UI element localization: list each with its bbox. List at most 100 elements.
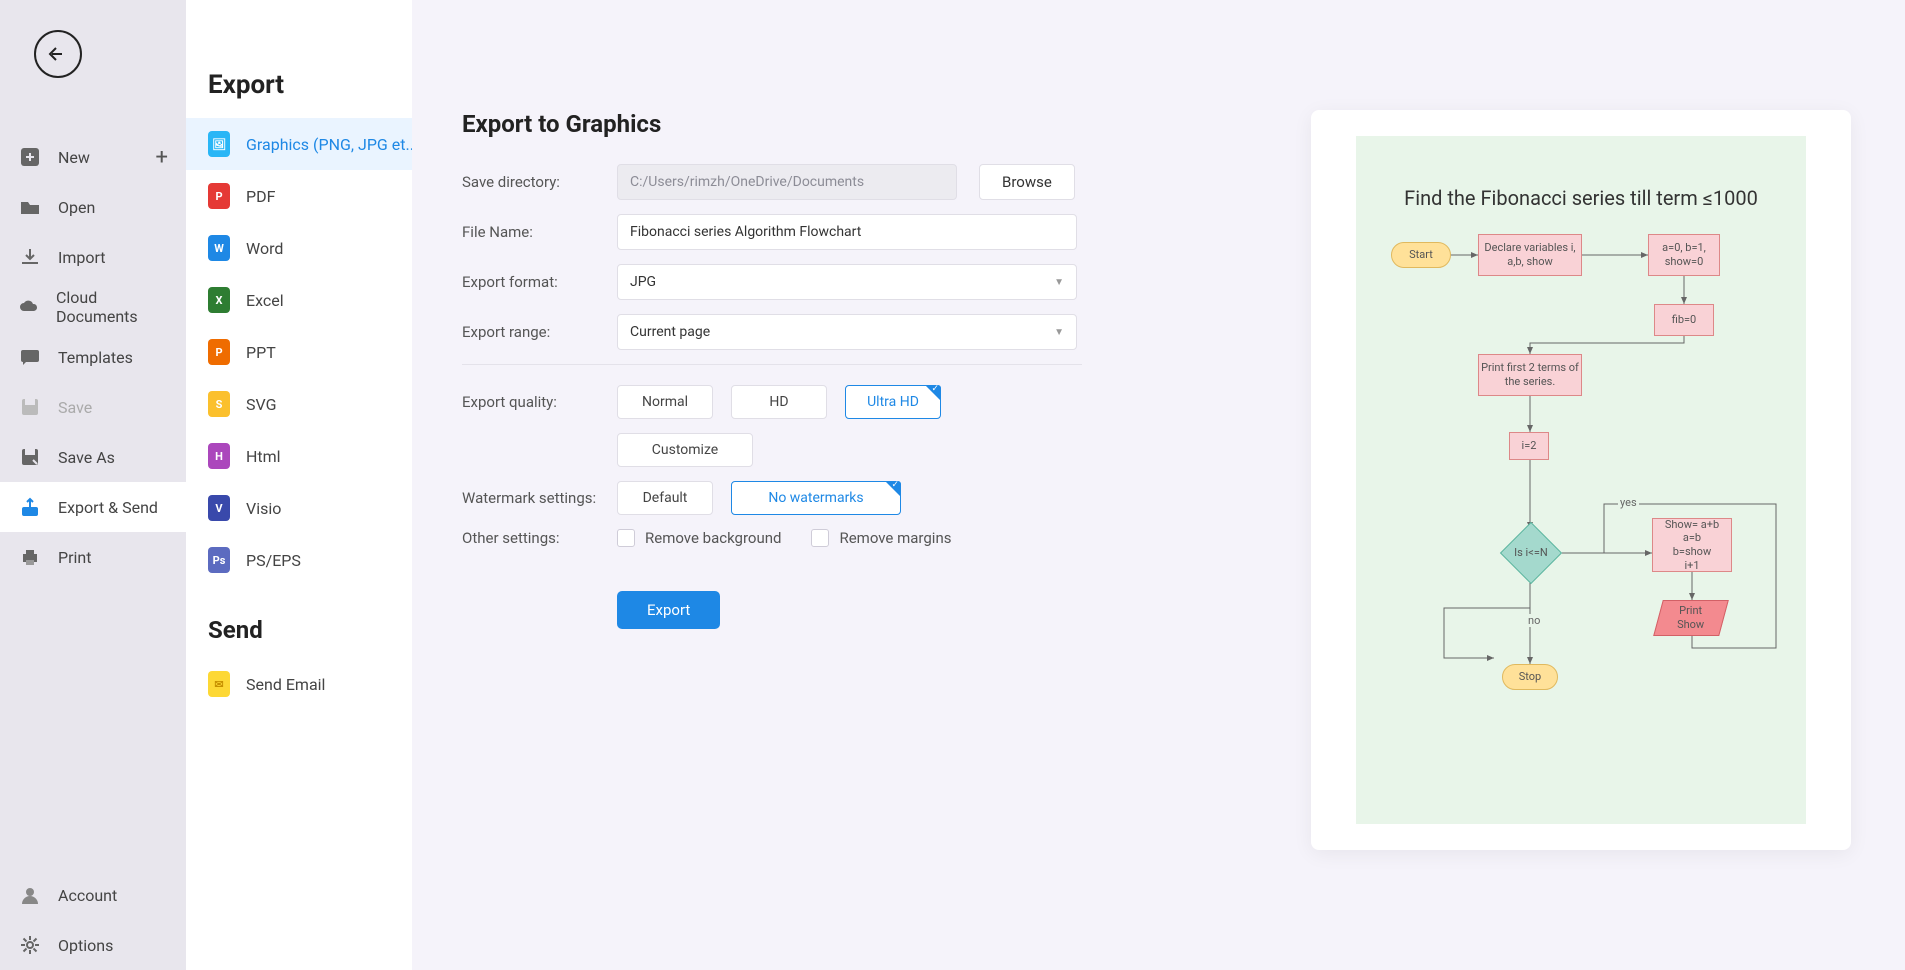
format-item-graphics[interactable]: 🖼 Graphics (PNG, JPG et... [186, 118, 412, 170]
edge-label-no: no [1526, 614, 1542, 627]
format-item-excel[interactable]: X Excel [186, 274, 412, 326]
menu-label: Print [58, 548, 91, 567]
file-name-label: File Name: [462, 223, 617, 241]
format-label: Html [246, 447, 281, 466]
flowchart-node-fib: fib=0 [1654, 304, 1714, 336]
menu-label: Save As [58, 448, 115, 467]
sidebar-item-templates[interactable]: Templates [0, 332, 186, 382]
divider [462, 364, 1082, 365]
export-range-label: Export range: [462, 323, 617, 341]
export-button[interactable]: Export [617, 591, 720, 629]
send-label: Send Email [246, 675, 325, 694]
user-icon [18, 883, 42, 907]
format-icon: P [208, 183, 230, 209]
menu-label: Templates [58, 348, 133, 367]
remove-background-checkbox[interactable]: Remove background [617, 529, 781, 547]
menu-label: Save [58, 398, 92, 417]
menu-label: Open [58, 198, 95, 217]
format-label: Graphics (PNG, JPG et... [246, 135, 412, 154]
preview-card: Find the Fibonacci series till term ≤100… [1311, 110, 1851, 850]
watermark-label: Watermark settings: [462, 489, 617, 507]
edge-label-yes: yes [1618, 496, 1639, 509]
flowchart-node-decl: Declare variables i,a,b, show [1478, 234, 1582, 276]
quality-normal[interactable]: Normal [617, 385, 713, 419]
format-icon: 🖼 [208, 131, 230, 157]
export-range-select[interactable]: Current page▼ [617, 314, 1077, 350]
chevron-down-icon: ▼ [1054, 277, 1064, 288]
format-icon: P [208, 339, 230, 365]
sidebar-item-options[interactable]: Options [0, 920, 186, 970]
primary-sidebar: New + Open Import Cloud Documents Templates Sa… [0, 0, 186, 970]
format-label: Excel [246, 291, 284, 310]
save-directory-input [617, 164, 957, 200]
format-label: PDF [246, 187, 275, 206]
menu-label: New [58, 148, 90, 167]
sidebar-item-print[interactable]: Print [0, 532, 186, 582]
export-quality-label: Export quality: [462, 393, 617, 411]
menu-label: Options [58, 936, 113, 955]
format-item-svg[interactable]: SSVG [186, 378, 412, 430]
export-format-select[interactable]: JPG▼ [617, 264, 1077, 300]
download-icon [18, 245, 42, 269]
format-icon: W [208, 235, 230, 261]
printer-icon [18, 545, 42, 569]
format-item-pdf[interactable]: P PDF [186, 170, 412, 222]
format-label: Word [246, 239, 283, 258]
sidebar-item-open[interactable]: Open [0, 182, 186, 232]
watermark-default[interactable]: Default [617, 481, 713, 515]
sidebar-item-save: Save [0, 382, 186, 432]
folder-icon [18, 195, 42, 219]
sidebar-item-new[interactable]: New + [0, 132, 186, 182]
mail-icon: ✉ [208, 671, 230, 697]
plus-icon[interactable]: + [156, 145, 168, 170]
format-icon: Ps [208, 547, 230, 573]
watermark-no-watermarks[interactable]: No watermarks [731, 481, 901, 515]
save-icon [18, 395, 42, 419]
export-header: Export [186, 0, 412, 118]
cloud-icon [18, 295, 40, 319]
format-icon: V [208, 495, 230, 521]
sidebar-item-save-as[interactable]: Save As [0, 432, 186, 482]
menu-label: Cloud Documents [56, 288, 168, 326]
send-header: Send [186, 586, 412, 658]
chat-icon [18, 345, 42, 369]
customize-button[interactable]: Customize [617, 433, 753, 467]
format-label: PPT [246, 343, 276, 362]
menu-label: Export & Send [58, 498, 158, 517]
format-label: Visio [246, 499, 281, 518]
remove-margins-checkbox[interactable]: Remove margins [811, 529, 951, 547]
flowchart-node-print2: Print first 2 terms ofthe series. [1478, 354, 1582, 396]
sidebar-item-export-send[interactable]: Export & Send [0, 482, 186, 532]
export-format-label: Export format: [462, 273, 617, 291]
format-icon: S [208, 391, 230, 417]
flowchart-node-show: Show= a+ba=bb=showi+1 [1652, 518, 1732, 572]
format-icon: H [208, 443, 230, 469]
browse-button[interactable]: Browse [979, 164, 1075, 200]
sidebar-item-cloud-documents[interactable]: Cloud Documents [0, 282, 186, 332]
back-button[interactable] [34, 30, 82, 78]
send-item-email[interactable]: ✉ Send Email [186, 658, 412, 710]
format-item-ppt[interactable]: P PPT [186, 326, 412, 378]
quality-ultra-hd[interactable]: Ultra HD [845, 385, 941, 419]
format-item-ps[interactable]: Ps PS/EPS [186, 534, 412, 586]
arrow-left-icon [46, 42, 70, 66]
flowchart-node-init: a=0, b=1,show=0 [1648, 234, 1720, 276]
file-name-input[interactable] [617, 214, 1077, 250]
other-settings-label: Other settings: [462, 529, 617, 547]
format-item-word[interactable]: W Word [186, 222, 412, 274]
save-directory-label: Save directory: [462, 173, 617, 191]
flowchart-node-i2: i=2 [1509, 432, 1549, 460]
menu-label: Account [58, 886, 117, 905]
menu-label: Import [58, 248, 106, 267]
format-item-html[interactable]: H Html [186, 430, 412, 482]
main-panel: Export to Graphics Save directory: Brows… [412, 0, 1905, 970]
format-label: PS/EPS [246, 551, 301, 570]
format-item-visio[interactable]: V Visio [186, 482, 412, 534]
sidebar-item-import[interactable]: Import [0, 232, 186, 282]
quality-hd[interactable]: HD [731, 385, 827, 419]
sidebar-item-account[interactable]: Account [0, 870, 186, 920]
flowchart-node-dec: Is i<=N [1500, 522, 1562, 584]
gear-icon [18, 933, 42, 957]
format-icon: X [208, 287, 230, 313]
chevron-down-icon: ▼ [1054, 327, 1064, 338]
